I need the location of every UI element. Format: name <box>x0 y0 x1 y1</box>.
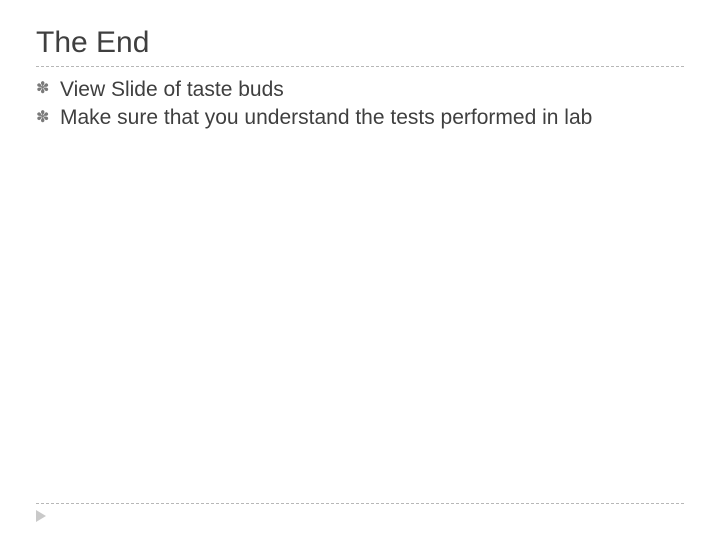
bullet-text: Make sure that you understand the tests … <box>60 106 592 129</box>
bullet-list: ✽ View Slide of taste buds ✽ Make sure t… <box>36 77 684 132</box>
bullet-icon: ✽ <box>36 79 49 99</box>
bullet-text: View Slide of taste buds <box>60 78 284 101</box>
list-item: ✽ View Slide of taste buds <box>36 77 684 103</box>
list-item: ✽ Make sure that you understand the test… <box>36 105 684 131</box>
footer-divider <box>36 503 684 504</box>
title-divider <box>36 66 684 67</box>
slide: The End ✽ View Slide of taste buds ✽ Mak… <box>0 0 720 540</box>
slide-title: The End <box>36 26 684 60</box>
footer-triangle-icon <box>36 510 46 522</box>
bullet-icon: ✽ <box>36 108 49 128</box>
